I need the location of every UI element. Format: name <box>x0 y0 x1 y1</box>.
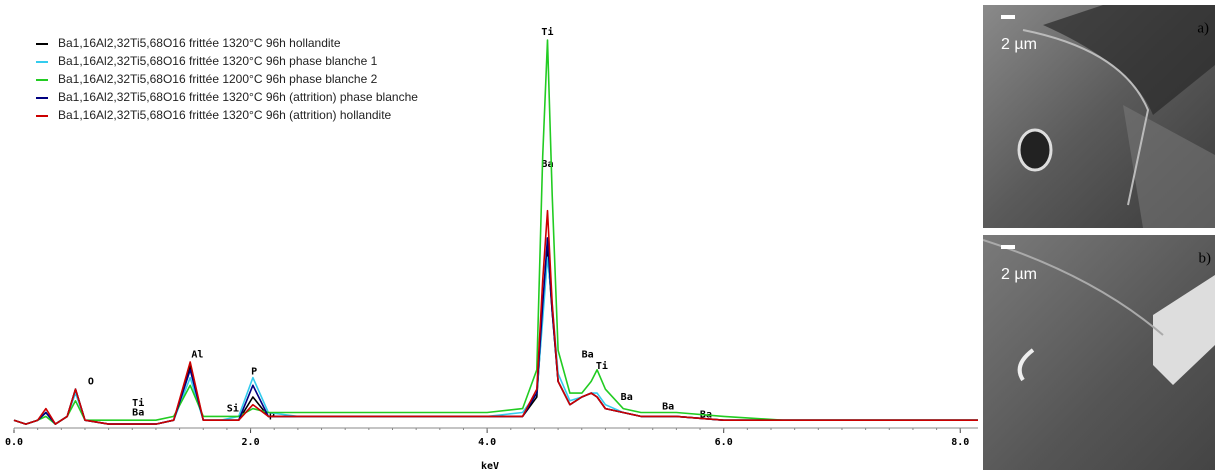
x-tick-label: 6.0 <box>715 437 733 448</box>
scale-label: 2 µm <box>1001 36 1037 53</box>
legend-label: Ba1,16Al2,32Ti5,68O16 frittée 1320°C 96h… <box>58 90 418 104</box>
spectrum-line <box>13 237 978 425</box>
peak-label: P <box>251 367 257 378</box>
panel-label: b) <box>1199 250 1212 266</box>
x-axis-label: keV <box>481 461 499 472</box>
peak-label: Ba <box>541 159 553 170</box>
legend-label: Ba1,16Al2,32Ti5,68O16 frittée 1320°C 96h… <box>58 54 378 68</box>
legend-label: Ba1,16Al2,32Ti5,68O16 frittée 1320°C 96h… <box>58 108 392 122</box>
spectrum-line <box>13 248 978 425</box>
x-tick-label: 8.0 <box>951 437 969 448</box>
spectrum-line <box>13 209 978 425</box>
sem-images: 2 µm a) 2 µm b) <box>983 5 1215 470</box>
peak-label: Ba <box>662 402 674 413</box>
peak-label: Al <box>191 349 203 360</box>
panel-label: a) <box>1197 20 1209 36</box>
legend-label: Ba1,16Al2,32Ti5,68O16 frittée 1200°C 96h… <box>58 72 378 86</box>
peak-label: O <box>88 376 94 387</box>
x-tick-label: 2.0 <box>242 437 260 448</box>
x-tick-label: 0.0 <box>5 437 23 448</box>
peak-label: Ti <box>596 360 608 372</box>
legend-label: Ba1,16Al2,32Ti5,68O16 frittée 1320°C 96h… <box>58 36 341 50</box>
peak-label: Ba <box>132 407 144 418</box>
spectrum-line <box>13 256 978 425</box>
peak-label: Ba <box>582 349 594 360</box>
x-tick-label: 4.0 <box>478 437 496 448</box>
peak-label: Ti <box>541 26 553 38</box>
peak-label: Ti <box>132 397 144 409</box>
image-a: 2 µm a) <box>983 5 1215 228</box>
image-b: 2 µm b) <box>983 235 1215 470</box>
peak-label: Ba <box>621 392 633 403</box>
peak-label: Si <box>227 403 239 415</box>
scale-label: 2 µm <box>1001 266 1037 283</box>
